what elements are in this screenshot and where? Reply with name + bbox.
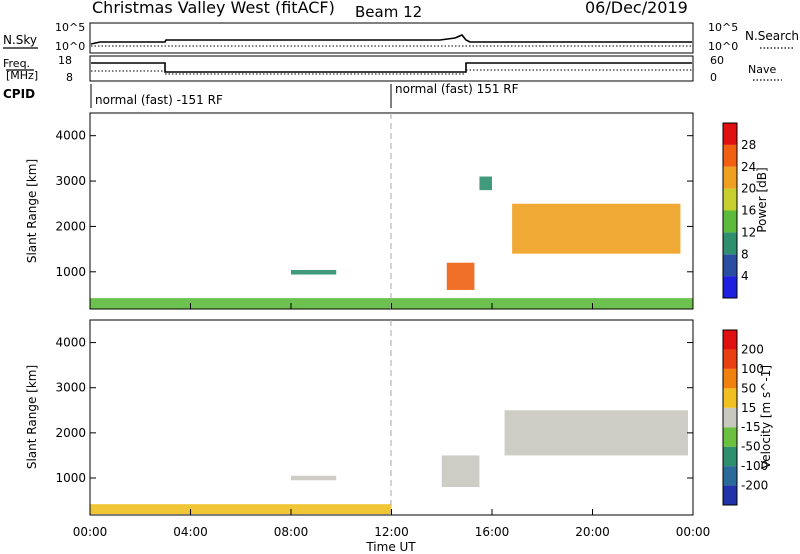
- velocity-colorbar-tick: 200: [741, 342, 764, 356]
- freq-tick-bottom: 8: [66, 71, 73, 84]
- power-ylabel: Slant Range [km]: [25, 159, 39, 263]
- cpid-mode-2: normal (fast) 151 RF: [395, 82, 519, 96]
- velocity-y-ticks: 1000 2000 3000 4000: [55, 336, 693, 485]
- velocity-colorbar-tick: -50: [741, 440, 761, 454]
- freq-trace: [91, 62, 692, 73]
- x-axis-ticks: 00:00 04:00 08:00 12:00 16:00 20:00 00:00: [73, 303, 711, 539]
- velocity-colorbar-segment: [723, 388, 737, 408]
- cpid-label: CPID: [3, 87, 35, 101]
- velocity-echo-region: [90, 504, 392, 515]
- power-colorbar-segment: [723, 123, 737, 145]
- power-colorbar-segment: [723, 276, 737, 298]
- velocity-echo-region: [441, 455, 480, 488]
- power-echo-region: [479, 176, 492, 191]
- velocity-colorbar-segment: [723, 407, 737, 428]
- freq-unit-label: [MHz]: [6, 69, 38, 82]
- velocity-ytick-label: 1000: [55, 471, 86, 485]
- velocity-colorbar-segment: [723, 330, 737, 350]
- power-ytick-label: 3000: [55, 174, 86, 188]
- power-colorbar-segment: [723, 188, 737, 211]
- x-tick-label: 04:00: [173, 525, 208, 539]
- power-ytick-label: 4000: [55, 129, 86, 143]
- nave-tick-bottom: 0: [710, 71, 717, 84]
- power-colorbar: 4 8 12 16 20 24 28: [722, 122, 756, 299]
- velocity-colorbar-tick: 15: [741, 401, 756, 415]
- velocity-colorbar-tick: 50: [741, 381, 756, 395]
- velocity-colorbar-segment: [723, 349, 737, 369]
- velocity-colorbar-label: Velocity [m s^-1]: [759, 365, 773, 469]
- velocity-marks: [90, 410, 688, 515]
- power-y-ticks: 1000 2000 3000 4000: [55, 129, 693, 279]
- velocity-colorbar-tick: 100: [741, 362, 764, 376]
- power-echo-region: [446, 262, 475, 290]
- velocity-ytick-label: 2000: [55, 426, 86, 440]
- power-colorbar-segment: [723, 144, 737, 167]
- date-title: 06/Dec/2019: [585, 0, 688, 17]
- velocity-echo-region: [291, 475, 337, 481]
- power-colorbar-frame: [722, 122, 738, 299]
- power-ytick-label: 1000: [55, 265, 86, 279]
- velocity-ytick-label: 4000: [55, 336, 86, 350]
- power-colorbar-label: Power [dB]: [755, 167, 769, 232]
- x-tick-label: 16:00: [475, 525, 510, 539]
- freq-tick-top: 18: [58, 54, 72, 67]
- nave-tick-top: 60: [710, 54, 724, 67]
- nsearch-tick-bottom: 10^0: [708, 40, 738, 53]
- velocity-ylabel: Slant Range [km]: [25, 365, 39, 469]
- power-colorbar-segment: [723, 210, 737, 233]
- power-ytick-label: 2000: [55, 219, 86, 233]
- x-tick-label: 12:00: [374, 525, 409, 539]
- velocity-echo-region: [504, 410, 688, 456]
- power-colorbar-tick: 28: [741, 138, 756, 152]
- x-tick-label: 00:00: [676, 525, 711, 539]
- power-echo-region: [291, 269, 337, 275]
- velocity-colorbar-frame: [722, 329, 738, 506]
- cpid-mode-1: normal (fast) -151 RF: [95, 93, 223, 107]
- velocity-colorbar: 200 100 50 15 -15 -50 -100 -200: [722, 329, 768, 506]
- freq-panel-frame: [89, 55, 694, 82]
- x-axis-title: Time UT: [365, 540, 416, 554]
- beam-title: Beam 12: [355, 3, 422, 21]
- velocity-panel: 1000 2000 3000 4000 Slant Range [km]: [25, 319, 694, 516]
- power-colorbar-tick: 4: [741, 269, 749, 283]
- velocity-colorbar-segment: [723, 446, 737, 467]
- power-colorbar-tick: 16: [741, 204, 756, 218]
- velocity-colorbar-segment: [723, 427, 737, 447]
- freq-label: Freq.: [3, 57, 30, 70]
- nave-label: Nave: [748, 63, 776, 76]
- power-colorbar-tick: 24: [741, 160, 756, 174]
- power-colorbar-segment: [723, 166, 737, 189]
- velocity-colorbar-tick: -15: [741, 420, 761, 434]
- power-echo-region: [512, 203, 681, 254]
- nsky-tick-bottom: 10^0: [55, 40, 85, 53]
- velocity-colorbar-segment: [723, 368, 737, 389]
- x-tick-label: 00:00: [73, 525, 108, 539]
- nsky-tick-top: 10^5: [55, 21, 85, 34]
- velocity-colorbar-segment: [723, 466, 737, 486]
- power-colorbar-tick: 8: [741, 247, 749, 261]
- nsky-panel-frame: [89, 22, 694, 54]
- power-colorbar-tick: 12: [741, 225, 756, 239]
- velocity-colorbar-segment: [723, 485, 737, 505]
- nsearch-tick-top: 10^5: [708, 21, 738, 34]
- nsky-trace: [90, 34, 692, 45]
- power-panel: 1000 2000 3000 4000 Slant Range [km]: [25, 112, 694, 310]
- x-tick-label: 20:00: [575, 525, 610, 539]
- velocity-colorbar-tick: -200: [741, 479, 768, 493]
- nsearch-label: N.Search: [745, 29, 799, 43]
- power-colorbar-segment: [723, 232, 737, 255]
- power-colorbar-tick: 20: [741, 182, 756, 196]
- x-tick-label: 08:00: [274, 525, 309, 539]
- power-colorbar-segment: [723, 254, 737, 277]
- velocity-ytick-label: 3000: [55, 381, 86, 395]
- nsky-label: N.Sky: [3, 33, 37, 47]
- velocity-colorbar-tick: -100: [741, 459, 768, 473]
- station-title: Christmas Valley West (fitACF): [92, 0, 335, 17]
